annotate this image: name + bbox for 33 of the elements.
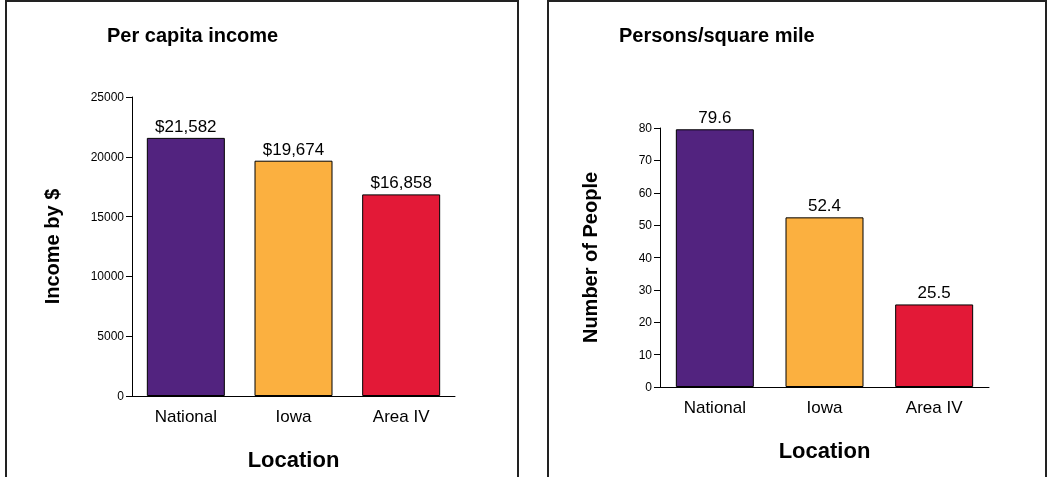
y-tick-label: 80 xyxy=(638,121,653,135)
chart-title: Persons/square mile xyxy=(619,24,815,46)
y-tick-label: 50 xyxy=(638,218,653,233)
data-label: 25.5 xyxy=(917,283,951,303)
y-tick-label: 10 xyxy=(638,347,653,362)
y-axis-title: Income by $ xyxy=(41,188,63,305)
y-tick-label: 25000 xyxy=(90,90,125,104)
y-tick-label: 10000 xyxy=(90,269,125,284)
x-tick-label: Area IV xyxy=(905,398,964,417)
y-tick-label: 0 xyxy=(117,389,125,403)
data-label: $16,858 xyxy=(370,173,432,193)
x-tick-label: Iowa xyxy=(275,407,312,426)
x-tick-label: Iowa xyxy=(806,398,843,417)
x-tick-label: Area IV xyxy=(372,407,431,426)
y-tick-label: 70 xyxy=(638,153,653,168)
y-tick-label: 30 xyxy=(638,282,653,297)
chart-title: Per capita income xyxy=(107,24,279,46)
x-axis-title: Location xyxy=(247,446,340,472)
data-label: $21,582 xyxy=(155,116,217,136)
data-label: 52.4 xyxy=(807,196,842,216)
y-tick-label: 15000 xyxy=(90,209,125,224)
y-tick-label: 20000 xyxy=(90,149,125,164)
y-tick-label: 0 xyxy=(645,380,653,394)
y-axis-title: Number of People xyxy=(579,171,601,344)
x-tick-label: National xyxy=(683,398,747,417)
y-tick-label: 40 xyxy=(638,250,653,265)
x-axis-title: Location xyxy=(778,437,871,463)
y-tick-label: 20 xyxy=(638,315,653,330)
y-tick-label: 60 xyxy=(638,185,653,200)
y-tick-label: 5000 xyxy=(97,329,125,344)
x-tick-label: National xyxy=(154,407,218,426)
data-label: 79.6 xyxy=(698,108,732,128)
data-label: $19,674 xyxy=(262,139,325,159)
